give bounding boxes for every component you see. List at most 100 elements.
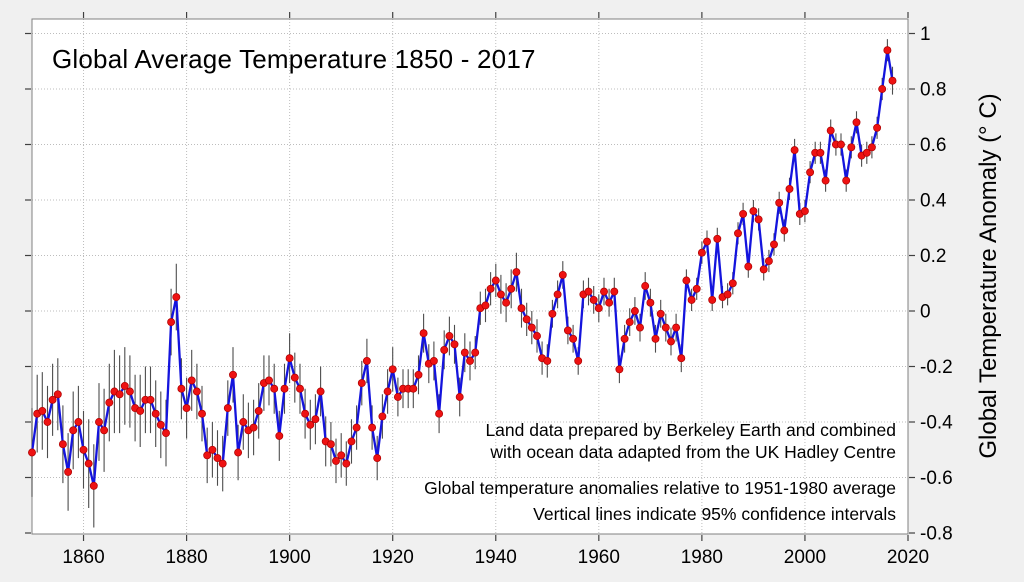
data-point: [816, 148, 825, 157]
data-point: [347, 437, 356, 446]
data-point: [687, 295, 696, 304]
data-point: [770, 240, 778, 249]
data-point: [656, 309, 665, 318]
data-point: [213, 454, 222, 463]
data-point: [48, 395, 57, 404]
data-point: [883, 46, 892, 55]
data-point: [28, 448, 36, 457]
x-tick-labels: 1860 1880 1900 1920 1940 1960 1980 2000 2020: [62, 547, 929, 568]
data-point: [800, 207, 809, 216]
data-point: [440, 345, 449, 354]
y-tick-label: 0.4: [920, 191, 947, 212]
data-point: [533, 332, 541, 340]
data-point: [254, 406, 263, 415]
data-point: [182, 404, 191, 413]
data-point: [450, 340, 459, 349]
data-point: [208, 445, 217, 454]
x-tick-label: 1980: [681, 547, 723, 568]
data-point: [481, 301, 490, 310]
data-point: [759, 265, 768, 274]
data-point: [120, 381, 129, 390]
data-point: [867, 143, 876, 152]
data-point: [502, 298, 511, 307]
data-point: [713, 234, 722, 243]
data-point: [605, 298, 614, 307]
data-point: [192, 387, 201, 396]
data-point: [296, 384, 304, 393]
data-point: [290, 373, 299, 382]
data-point: [790, 146, 799, 155]
data-point: [615, 365, 624, 374]
data-points: [28, 46, 897, 490]
data-point: [58, 440, 67, 449]
data-point: [285, 354, 294, 363]
plot-area: [32, 19, 908, 534]
data-point: [574, 356, 583, 365]
data-point: [409, 384, 418, 393]
data-point: [326, 440, 335, 449]
chart-title: Global Average Temperature 1850 - 2017: [52, 44, 536, 74]
data-point: [847, 143, 856, 152]
data-point: [651, 334, 660, 343]
annotation-baseline: Global temperature anomalies relative to…: [424, 478, 896, 498]
data-point: [69, 426, 78, 435]
data-point: [414, 370, 423, 379]
x-tick-label: 2000: [784, 547, 826, 568]
data-point: [507, 284, 516, 293]
data-point: [79, 445, 88, 454]
data-point: [167, 318, 176, 327]
data-point: [306, 420, 315, 429]
data-point: [38, 406, 47, 415]
annotation-confidence: Vertical lines indicate 95% confidence i…: [533, 504, 896, 524]
data-point: [301, 409, 310, 418]
data-point: [74, 418, 83, 426]
data-point: [100, 426, 109, 435]
data-point: [553, 290, 562, 299]
data-point: [600, 287, 608, 296]
data-point: [198, 409, 206, 418]
data-point: [749, 207, 758, 216]
data-point: [156, 420, 165, 429]
data-point: [445, 332, 454, 340]
data-point: [203, 451, 212, 460]
y-axis-title: Global Temperature Anomaly (° C): [975, 93, 1002, 459]
data-point: [388, 365, 397, 374]
data-point: [677, 354, 686, 363]
data-point: [821, 176, 830, 185]
data-point: [357, 379, 366, 388]
x-tick-label: 1960: [578, 547, 620, 568]
data-point: [878, 85, 887, 93]
y-tick-label: 0.8: [920, 80, 946, 101]
data-point: [265, 376, 273, 385]
data-point: [89, 481, 98, 490]
data-point: [548, 309, 557, 318]
data-point: [332, 456, 340, 465]
data-point: [775, 198, 784, 207]
data-point: [352, 423, 361, 432]
data-point: [842, 176, 851, 185]
data-point: [136, 406, 145, 415]
data-point: [543, 356, 552, 365]
data-point: [393, 393, 402, 401]
data-point: [172, 293, 181, 302]
data-point: [739, 209, 748, 218]
data-point: [594, 304, 603, 313]
data-point: [491, 276, 500, 285]
data-point: [64, 467, 73, 476]
data-point: [692, 284, 701, 293]
y-tick-label: 0.2: [920, 246, 946, 267]
data-point: [316, 387, 325, 396]
data-point: [620, 334, 629, 343]
data-point: [177, 384, 186, 393]
data-point: [53, 390, 62, 399]
plot-border: [31, 18, 909, 535]
data-point: [342, 459, 351, 468]
data-point: [105, 398, 114, 407]
data-point: [517, 304, 526, 313]
data-point: [84, 459, 93, 468]
data-point: [337, 451, 346, 460]
data-point: [419, 329, 428, 338]
data-point: [569, 334, 578, 343]
y-tick-label: 0.6: [920, 135, 946, 156]
